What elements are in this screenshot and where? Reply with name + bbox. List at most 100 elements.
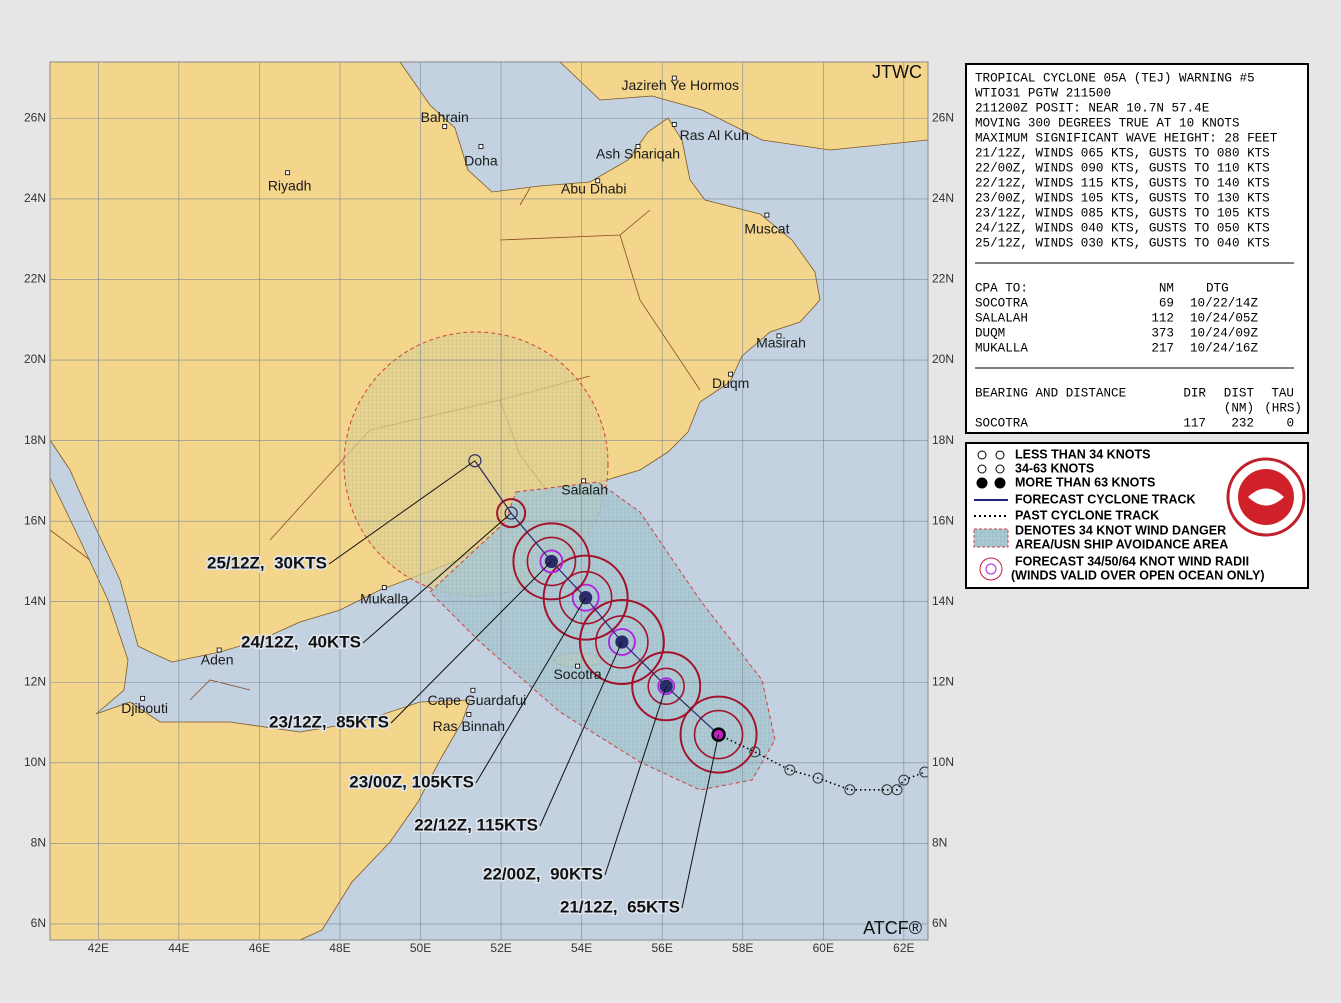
table-header: (HRS) [1264, 401, 1302, 415]
place-marker [595, 178, 601, 184]
place-marker [216, 647, 222, 653]
legend-label: DENOTES 34 KNOT WIND DANGER [1015, 523, 1226, 537]
warning-line: 211200Z POSIT: NEAR 10.7N 57.4E [975, 101, 1209, 115]
wind-radius-34 [631, 651, 702, 722]
legend-label: FORECAST CYCLONE TRACK [1015, 492, 1196, 506]
lat-tick-label: 8N [31, 836, 46, 850]
place-label: Aden [201, 652, 234, 668]
legend-label: (WINDS VALID OVER OPEN OCEAN ONLY) [1011, 568, 1265, 582]
lat-tick-label: 26N [24, 111, 46, 125]
lat-tick-label: 22N [932, 272, 954, 286]
place-marker [470, 687, 476, 693]
legend-label: PAST CYCLONE TRACK [1015, 508, 1159, 522]
place-label: Cape Guardafui [427, 692, 526, 708]
table-cell: MUKALLA [975, 341, 1028, 355]
land [559, 62, 928, 151]
wind-radius-64 [608, 628, 636, 656]
wind-radius-50 [693, 709, 744, 760]
lon-tick-label: 42E [88, 941, 109, 955]
lat-tick-label: 18N [24, 433, 46, 447]
table-header: TAU [1271, 386, 1294, 400]
forecast-label: 24/12Z, 40KTS [241, 632, 361, 651]
legend-label: MORE THAN 63 KNOTS [1015, 475, 1155, 489]
table-header: (NM) [1224, 401, 1254, 415]
place-label: Jazireh Ye Hormos [622, 77, 740, 93]
leader-line [539, 641, 623, 827]
lon-tick-label: 58E [732, 941, 753, 955]
wind-radius-34 [496, 498, 527, 529]
forecast-label: 23/12Z, 85KTS [269, 712, 389, 731]
wind-radius-64 [657, 677, 676, 696]
credit: ATCF® [863, 918, 922, 938]
warning-line: 21/12Z, WINDS 065 KTS, GUSTS TO 080 KTS [975, 146, 1270, 160]
place-marker [575, 663, 581, 669]
legend-label: AREA/USN SHIP AVOIDANCE AREA [1015, 537, 1228, 551]
place-label: Mukalla [360, 590, 408, 606]
lat-tick-label: 12N [932, 674, 954, 688]
wind-radius-34 [512, 522, 591, 601]
table-cell: 373 [1151, 326, 1174, 340]
warning-line: 23/00Z, WINDS 105 KTS, GUSTS TO 130 KTS [975, 191, 1270, 205]
logo [1226, 457, 1306, 537]
place-marker [671, 122, 677, 127]
legend-label: 34-63 KNOTS [1015, 461, 1094, 475]
warning-line: 23/12Z, WINDS 085 KTS, GUSTS TO 105 KTS [975, 206, 1270, 220]
lat-tick-label: 8N [932, 836, 947, 850]
place-marker [442, 124, 448, 129]
lat-tick-label: 22N [24, 272, 46, 286]
lat-tick-label: 24N [932, 191, 954, 205]
place-label: Abu Dhabi [561, 181, 626, 197]
lat-tick-label: 10N [24, 755, 46, 769]
leader-line [681, 734, 720, 909]
lat-tick-label: 20N [932, 352, 954, 366]
place-label: Muscat [744, 221, 789, 237]
lat-tick-label: 16N [24, 513, 46, 527]
wind-radius-64 [539, 549, 564, 574]
table-header: DIR [1183, 386, 1206, 400]
lat-tick-label: 14N [24, 594, 46, 608]
leader-line [328, 460, 476, 565]
lon-tick-label: 52E [490, 941, 511, 955]
place-marker [764, 212, 770, 218]
forecast-label: 22/00Z, 90KTS [483, 864, 603, 883]
warning-line: TROPICAL CYCLONE 05A (TEJ) WARNING #5 [975, 71, 1255, 85]
place-label: Djibouti [121, 700, 168, 716]
land [50, 477, 471, 940]
lon-tick-label: 56E [652, 941, 673, 955]
wind-radius-34 [578, 598, 665, 685]
warning-line: MOVING 300 DEGREES TRUE AT 10 KNOTS [975, 116, 1240, 130]
past-position [844, 784, 856, 796]
place-label: Socotra [553, 666, 601, 682]
place-marker [285, 170, 291, 176]
wind-radius-34 [679, 695, 758, 774]
place-label: Ras Binnah [433, 718, 505, 734]
table-cell: 69 [1159, 296, 1174, 310]
map [50, 62, 928, 940]
table-cell: SOCOTRA [975, 296, 1028, 310]
place-marker [466, 712, 472, 717]
table-cell: 10/24/05Z [1190, 311, 1258, 325]
table-cell: 232 [1231, 416, 1254, 430]
lat-tick-label: 18N [932, 433, 954, 447]
place-marker [581, 478, 587, 484]
lat-tick-label: 14N [932, 594, 954, 608]
lat-tick-label: 10N [932, 755, 954, 769]
warning-text: TROPICAL CYCLONE 05A (TEJ) WARNING #5WTI… [975, 71, 1302, 430]
table-header: BEARING AND DISTANCE [975, 386, 1126, 400]
past-position [898, 774, 910, 786]
wind-radius-50 [595, 615, 649, 669]
agency: JTWC [872, 62, 922, 82]
table-header: DTG [1206, 281, 1229, 295]
past-position [812, 772, 824, 784]
warning-line: WTIO31 PGTW 211500 [975, 86, 1111, 100]
place-label: Ash Shariqah [596, 145, 680, 161]
table-cell: SALALAH [975, 311, 1028, 325]
table-cell: SOCOTRA [975, 416, 1028, 430]
lon-tick-label: 60E [813, 941, 834, 955]
place-marker [381, 585, 387, 590]
lon-tick-label: 54E [571, 941, 592, 955]
leader-line [604, 686, 667, 876]
lat-tick-label: 16N [932, 513, 954, 527]
forecast-label: 25/12Z, 30KTS [207, 553, 327, 572]
